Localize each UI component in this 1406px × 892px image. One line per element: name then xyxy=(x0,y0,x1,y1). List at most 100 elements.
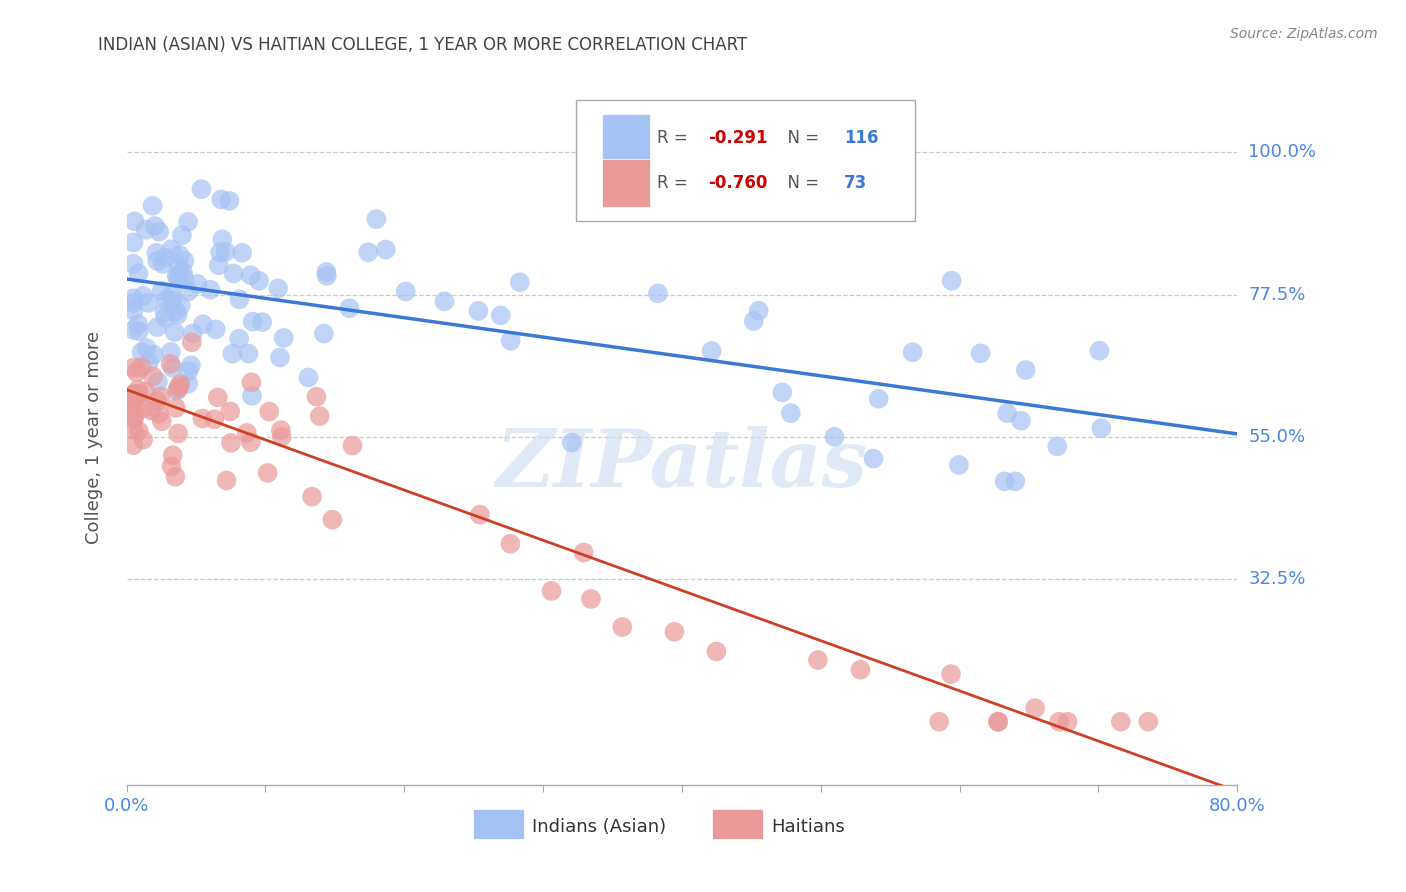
FancyBboxPatch shape xyxy=(472,809,524,839)
Point xyxy=(742,314,765,328)
Point xyxy=(247,274,270,288)
Point xyxy=(165,401,187,415)
Point xyxy=(162,360,184,375)
Point xyxy=(167,426,190,441)
Point xyxy=(172,264,194,278)
Point xyxy=(540,583,562,598)
Point xyxy=(499,537,522,551)
Point xyxy=(128,324,150,338)
Point xyxy=(269,351,291,365)
Point xyxy=(122,235,145,250)
Point xyxy=(148,407,170,421)
Point xyxy=(204,322,226,336)
Point xyxy=(122,395,145,409)
Point xyxy=(312,326,335,341)
Point xyxy=(169,248,191,262)
Point xyxy=(221,347,243,361)
Point xyxy=(824,430,846,444)
Point xyxy=(207,390,229,404)
Text: ZIPatlas: ZIPatlas xyxy=(496,426,868,504)
Point xyxy=(256,466,278,480)
Point xyxy=(145,245,167,260)
Point xyxy=(647,286,669,301)
Point xyxy=(342,438,364,452)
Point xyxy=(143,219,166,233)
Point xyxy=(124,214,146,228)
Point xyxy=(131,345,153,359)
Point xyxy=(1047,714,1070,729)
Point xyxy=(267,281,290,295)
Point xyxy=(141,403,163,417)
Point xyxy=(122,291,145,305)
Text: 100.0%: 100.0% xyxy=(1249,144,1316,161)
Point xyxy=(132,289,155,303)
Point xyxy=(177,285,200,299)
Point xyxy=(215,244,238,259)
Point xyxy=(240,376,263,390)
Point xyxy=(770,385,793,400)
Point xyxy=(239,435,262,450)
Point xyxy=(987,714,1010,729)
Point xyxy=(222,267,245,281)
Point xyxy=(149,389,172,403)
Text: Indians (Asian): Indians (Asian) xyxy=(531,818,666,836)
Point xyxy=(150,414,173,428)
Point xyxy=(579,591,602,606)
Point xyxy=(125,365,148,379)
Point xyxy=(159,357,181,371)
Point xyxy=(1010,414,1032,428)
Point xyxy=(297,370,319,384)
Point xyxy=(928,714,950,729)
Point xyxy=(122,303,145,318)
Point xyxy=(169,377,191,392)
Text: Haitians: Haitians xyxy=(770,818,845,836)
Point xyxy=(215,474,238,488)
Point xyxy=(218,194,240,208)
Text: N =: N = xyxy=(778,174,825,192)
Text: -0.291: -0.291 xyxy=(709,129,768,147)
Text: R =: R = xyxy=(658,174,693,192)
Point xyxy=(748,303,770,318)
Point xyxy=(146,254,169,268)
Point xyxy=(706,644,728,658)
Point xyxy=(150,284,173,298)
Point xyxy=(242,314,264,328)
Point xyxy=(1004,475,1026,489)
Point xyxy=(238,346,260,360)
Point xyxy=(239,268,262,283)
Point xyxy=(142,199,165,213)
Point xyxy=(173,271,195,285)
Point xyxy=(572,545,595,559)
Point xyxy=(167,382,190,396)
Point xyxy=(124,410,146,425)
Point xyxy=(1090,421,1112,435)
Point xyxy=(941,274,963,288)
Point xyxy=(122,387,145,401)
Point xyxy=(270,430,292,444)
Point xyxy=(339,301,361,316)
Point xyxy=(509,275,531,289)
Point xyxy=(270,423,292,437)
Point xyxy=(779,406,801,420)
Point xyxy=(128,424,150,438)
Text: 73: 73 xyxy=(844,174,868,192)
Point xyxy=(807,653,830,667)
Point xyxy=(190,182,212,196)
Point xyxy=(135,223,157,237)
Point xyxy=(305,390,328,404)
Point xyxy=(122,257,145,271)
Point xyxy=(167,273,190,287)
Point xyxy=(366,212,388,227)
Point xyxy=(166,268,188,283)
Point xyxy=(664,624,686,639)
Point xyxy=(315,265,337,279)
Text: -0.760: -0.760 xyxy=(709,174,768,192)
Point xyxy=(122,296,145,310)
Point xyxy=(849,663,872,677)
Point xyxy=(468,508,491,522)
FancyBboxPatch shape xyxy=(602,159,650,208)
Point xyxy=(191,318,214,332)
Point xyxy=(153,251,176,265)
Point xyxy=(374,243,396,257)
FancyBboxPatch shape xyxy=(711,809,763,839)
